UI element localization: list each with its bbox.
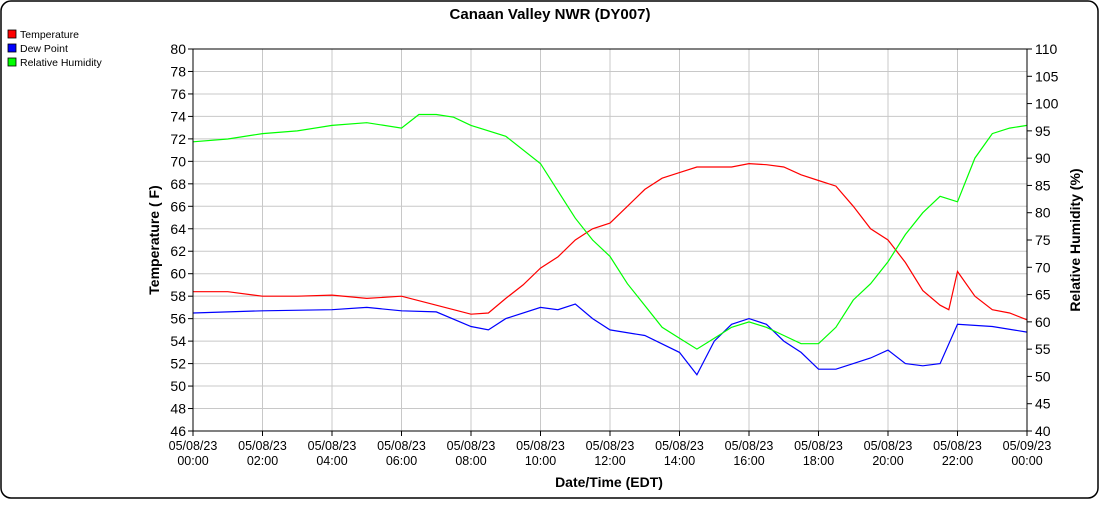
x-tick-time: 18:00 (803, 454, 834, 468)
y2-tick-label: 90 (1035, 150, 1051, 166)
x-tick-date: 05/08/23 (725, 439, 774, 453)
x-tick-date: 05/08/23 (586, 439, 635, 453)
y-tick-label: 66 (170, 198, 186, 214)
y-tick-label: 74 (170, 108, 186, 124)
x-tick-date: 05/08/23 (169, 439, 218, 453)
legend-swatch (7, 43, 17, 53)
y2-tick-label: 45 (1035, 396, 1051, 412)
y-tick-label: 56 (170, 311, 186, 327)
x-tick-date: 05/08/23 (655, 439, 704, 453)
x-tick-time: 04:00 (316, 454, 347, 468)
x-tick-time: 14:00 (664, 454, 695, 468)
x-tick-time: 06:00 (386, 454, 417, 468)
legend-label: Dew Point (20, 43, 68, 55)
y2-tick-label: 65 (1035, 287, 1051, 303)
y-tick-label: 76 (170, 86, 186, 102)
legend-label: Temperature (20, 29, 79, 41)
x-tick-time: 10:00 (525, 454, 556, 468)
y2-tick-label: 75 (1035, 232, 1051, 248)
y-tick-label: 80 (170, 41, 186, 57)
y2-axis-title: Relative Humidity (%) (1067, 168, 1083, 311)
y-tick-label: 52 (170, 356, 186, 372)
x-tick-date: 05/08/23 (377, 439, 426, 453)
series-line-dew-point (192, 303, 1028, 376)
x-tick-date: 05/08/23 (447, 439, 496, 453)
x-tick-time: 02:00 (247, 454, 278, 468)
y2-tick-label: 60 (1035, 314, 1051, 330)
y-tick-label: 48 (170, 401, 186, 417)
y2-tick-label: 80 (1035, 205, 1051, 221)
y-tick-label: 58 (170, 288, 186, 304)
x-tick-date: 05/08/23 (864, 439, 913, 453)
y2-tick-label: 70 (1035, 259, 1051, 275)
y2-tick-label: 50 (1035, 368, 1051, 384)
x-tick-time: 08:00 (455, 454, 486, 468)
legend-swatch (7, 29, 17, 39)
y2-tick-label: 55 (1035, 341, 1051, 357)
y-axis-title: Temperature ( F) (146, 185, 162, 294)
x-tick-time: 22:00 (942, 454, 973, 468)
y-tick-label: 70 (170, 153, 186, 169)
y-tick-label: 50 (170, 378, 186, 394)
y-tick-label: 64 (170, 221, 186, 237)
y2-tick-label: 95 (1035, 123, 1051, 139)
x-tick-date: 05/09/23 (1003, 439, 1052, 453)
chart-title: Canaan Valley NWR (DY007) (450, 6, 651, 23)
y2-tick-label: 105 (1035, 68, 1059, 84)
y-tick-label: 72 (170, 131, 186, 147)
x-tick-date: 05/08/23 (933, 439, 982, 453)
y2-tick-label: 100 (1035, 96, 1059, 112)
x-axis-title: Date/Time (EDT) (555, 474, 663, 490)
x-tick-date: 05/08/23 (308, 439, 357, 453)
legend-swatch (7, 57, 17, 67)
x-tick-time: 00:00 (1011, 454, 1042, 468)
plot-area (192, 48, 1028, 432)
y-tick-label: 68 (170, 176, 186, 192)
y2-tick-label: 40 (1035, 423, 1051, 439)
x-tick-date: 05/08/23 (516, 439, 565, 453)
x-tick-time: 00:00 (177, 454, 208, 468)
y-tick-label: 54 (170, 333, 186, 349)
series-line-temperature (193, 162, 1028, 321)
x-tick-time: 12:00 (594, 454, 625, 468)
y-tick-label: 78 (170, 63, 186, 79)
y2-tick-label: 110 (1035, 41, 1058, 57)
y-tick-label: 46 (170, 423, 186, 439)
series-line-relative-humidity (192, 113, 1028, 350)
x-tick-time: 16:00 (733, 454, 764, 468)
y-tick-label: 60 (170, 266, 186, 282)
y-tick-label: 62 (170, 243, 186, 259)
y2-tick-label: 85 (1035, 177, 1051, 193)
x-tick-date: 05/08/23 (238, 439, 287, 453)
x-tick-time: 20:00 (872, 454, 903, 468)
legend-label: Relative Humidity (20, 57, 102, 69)
x-tick-date: 05/08/23 (794, 439, 843, 453)
